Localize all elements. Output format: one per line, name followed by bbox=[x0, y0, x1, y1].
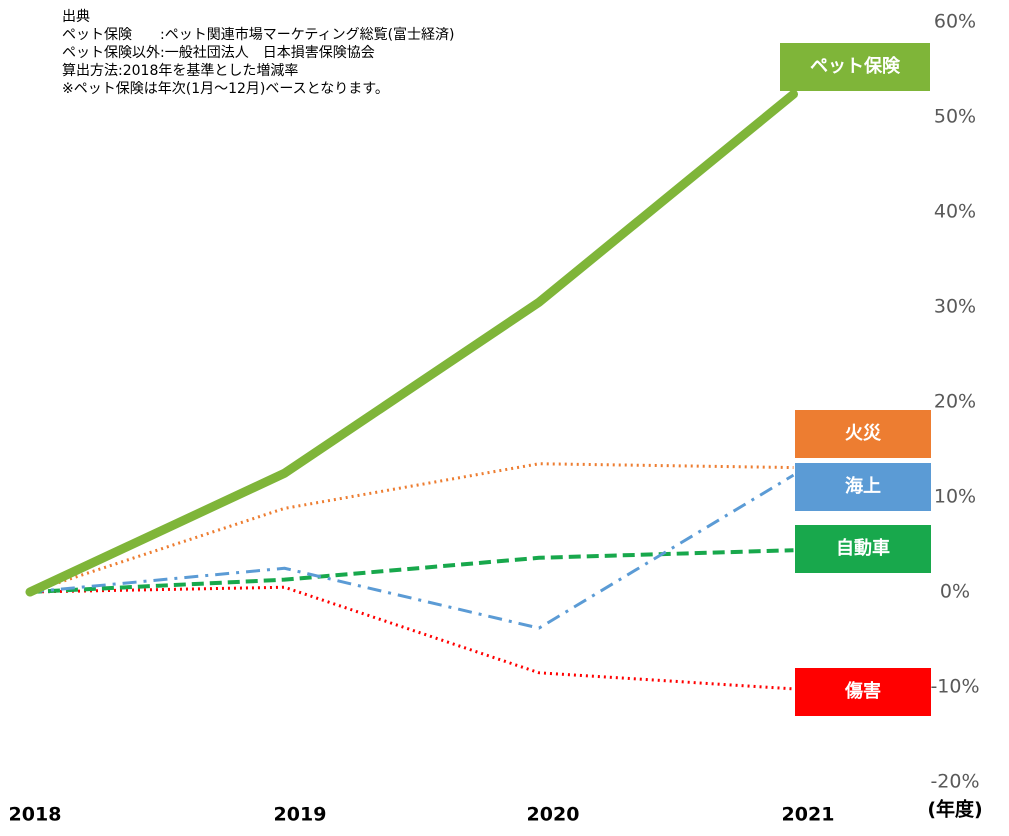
y-tick-label: 40% bbox=[934, 201, 976, 223]
y-tick-label: 30% bbox=[934, 296, 976, 318]
series-tag-box bbox=[795, 463, 931, 511]
x-tick-label: 2019 bbox=[274, 804, 327, 826]
series-line bbox=[29, 462, 794, 594]
series-tag-label: ペット保険 bbox=[810, 55, 901, 77]
y-tick-label: 0% bbox=[940, 581, 970, 603]
y-tick-label: 10% bbox=[934, 486, 976, 508]
series-tag-box bbox=[795, 410, 931, 458]
series-tag: 海上 bbox=[795, 463, 931, 511]
series-tag: 自動車 bbox=[795, 525, 931, 573]
series-line bbox=[29, 585, 794, 691]
series-tag-box bbox=[795, 525, 931, 573]
series-tag: ペット保険 bbox=[780, 43, 930, 91]
x-tick-label: 2018 bbox=[9, 804, 62, 826]
series-tag-label: 自動車 bbox=[836, 537, 890, 559]
series-line bbox=[29, 548, 794, 594]
series-tag-label: 傷害 bbox=[844, 680, 881, 702]
y-tick-label: -20% bbox=[930, 771, 979, 793]
source-note: 算出方法:2018年を基準とした増減率 bbox=[62, 62, 298, 79]
y-tick-label: 60% bbox=[934, 11, 976, 33]
y-tick-label: 20% bbox=[934, 391, 976, 413]
source-note: ※ペット保険は年次(1月～12月)ベースとなります。 bbox=[62, 81, 389, 97]
source-note: ペット保険 :ペット関連市場マーケティング総覧(富士経済) bbox=[62, 27, 455, 43]
x-tick-label: 2020 bbox=[527, 804, 580, 826]
source-note: 出典 bbox=[62, 9, 90, 25]
source-note: ペット保険以外:一般社団法人 日本損害保険協会 bbox=[62, 45, 375, 61]
series-tag-box bbox=[780, 43, 930, 91]
series-tag: 傷害 bbox=[795, 668, 931, 716]
series-tag: 火災 bbox=[795, 410, 931, 458]
series-line bbox=[29, 473, 795, 630]
series-line bbox=[25, 89, 798, 597]
x-tick-label: 2021 bbox=[782, 804, 835, 826]
y-tick-label: 50% bbox=[934, 106, 976, 128]
y-tick-label: -10% bbox=[930, 676, 979, 698]
series-tag-label: 海上 bbox=[845, 475, 881, 497]
series-tag-label: 火災 bbox=[845, 423, 882, 444]
series-tag-box bbox=[795, 668, 931, 716]
x-axis-label: (年度) bbox=[927, 798, 982, 821]
